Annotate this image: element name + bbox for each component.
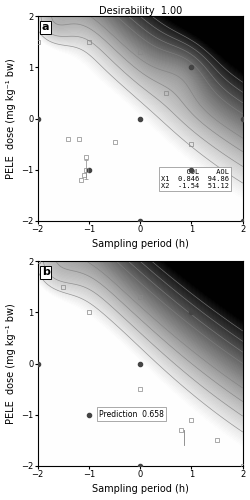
Title: Desirability  1.00: Desirability 1.00 [98, 6, 181, 16]
X-axis label: Sampling period (h): Sampling period (h) [91, 484, 188, 494]
Y-axis label: PELE  dose (mg kg⁻¹ bw): PELE dose (mg kg⁻¹ bw) [6, 58, 16, 179]
Text: b: b [42, 268, 49, 278]
Text: COL    AOL
X1  0.846  94.86
X2  -1.54  51.12: COL AOL X1 0.846 94.86 X2 -1.54 51.12 [160, 169, 228, 189]
Text: Prediction  0.658: Prediction 0.658 [99, 410, 163, 418]
Y-axis label: PELE  dose (mg kg⁻¹ bw): PELE dose (mg kg⁻¹ bw) [6, 303, 16, 424]
Text: a: a [42, 22, 49, 32]
X-axis label: Sampling period (h): Sampling period (h) [91, 240, 188, 250]
